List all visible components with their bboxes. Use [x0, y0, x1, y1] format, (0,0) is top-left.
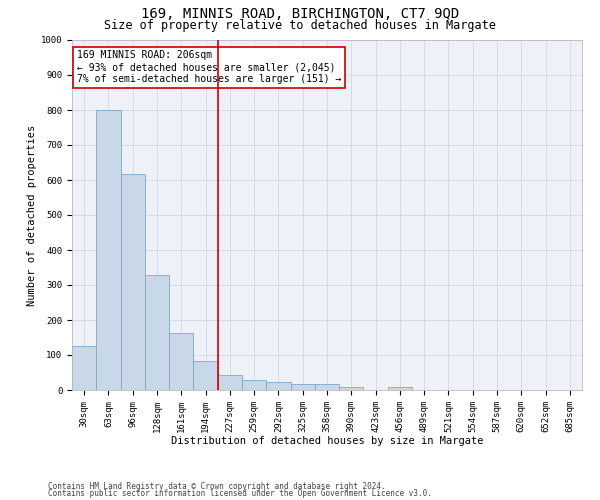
- Text: Contains public sector information licensed under the Open Government Licence v3: Contains public sector information licen…: [48, 490, 432, 498]
- Bar: [388, 387, 412, 390]
- Bar: [169, 334, 193, 390]
- Text: 169, MINNIS ROAD, BIRCHINGTON, CT7 9QD: 169, MINNIS ROAD, BIRCHINGTON, CT7 9QD: [141, 8, 459, 22]
- Text: Size of property relative to detached houses in Margate: Size of property relative to detached ho…: [104, 18, 496, 32]
- Bar: [96, 110, 121, 390]
- Bar: [72, 346, 96, 390]
- Bar: [218, 376, 242, 390]
- Bar: [242, 380, 266, 390]
- Bar: [290, 384, 315, 390]
- Bar: [193, 362, 218, 390]
- Bar: [266, 382, 290, 390]
- X-axis label: Distribution of detached houses by size in Margate: Distribution of detached houses by size …: [171, 436, 483, 446]
- Text: 169 MINNIS ROAD: 206sqm
← 93% of detached houses are smaller (2,045)
7% of semi-: 169 MINNIS ROAD: 206sqm ← 93% of detache…: [77, 50, 341, 84]
- Bar: [315, 384, 339, 390]
- Text: Contains HM Land Registry data © Crown copyright and database right 2024.: Contains HM Land Registry data © Crown c…: [48, 482, 386, 491]
- Y-axis label: Number of detached properties: Number of detached properties: [26, 124, 37, 306]
- Bar: [145, 274, 169, 390]
- Bar: [121, 174, 145, 390]
- Bar: [339, 387, 364, 390]
